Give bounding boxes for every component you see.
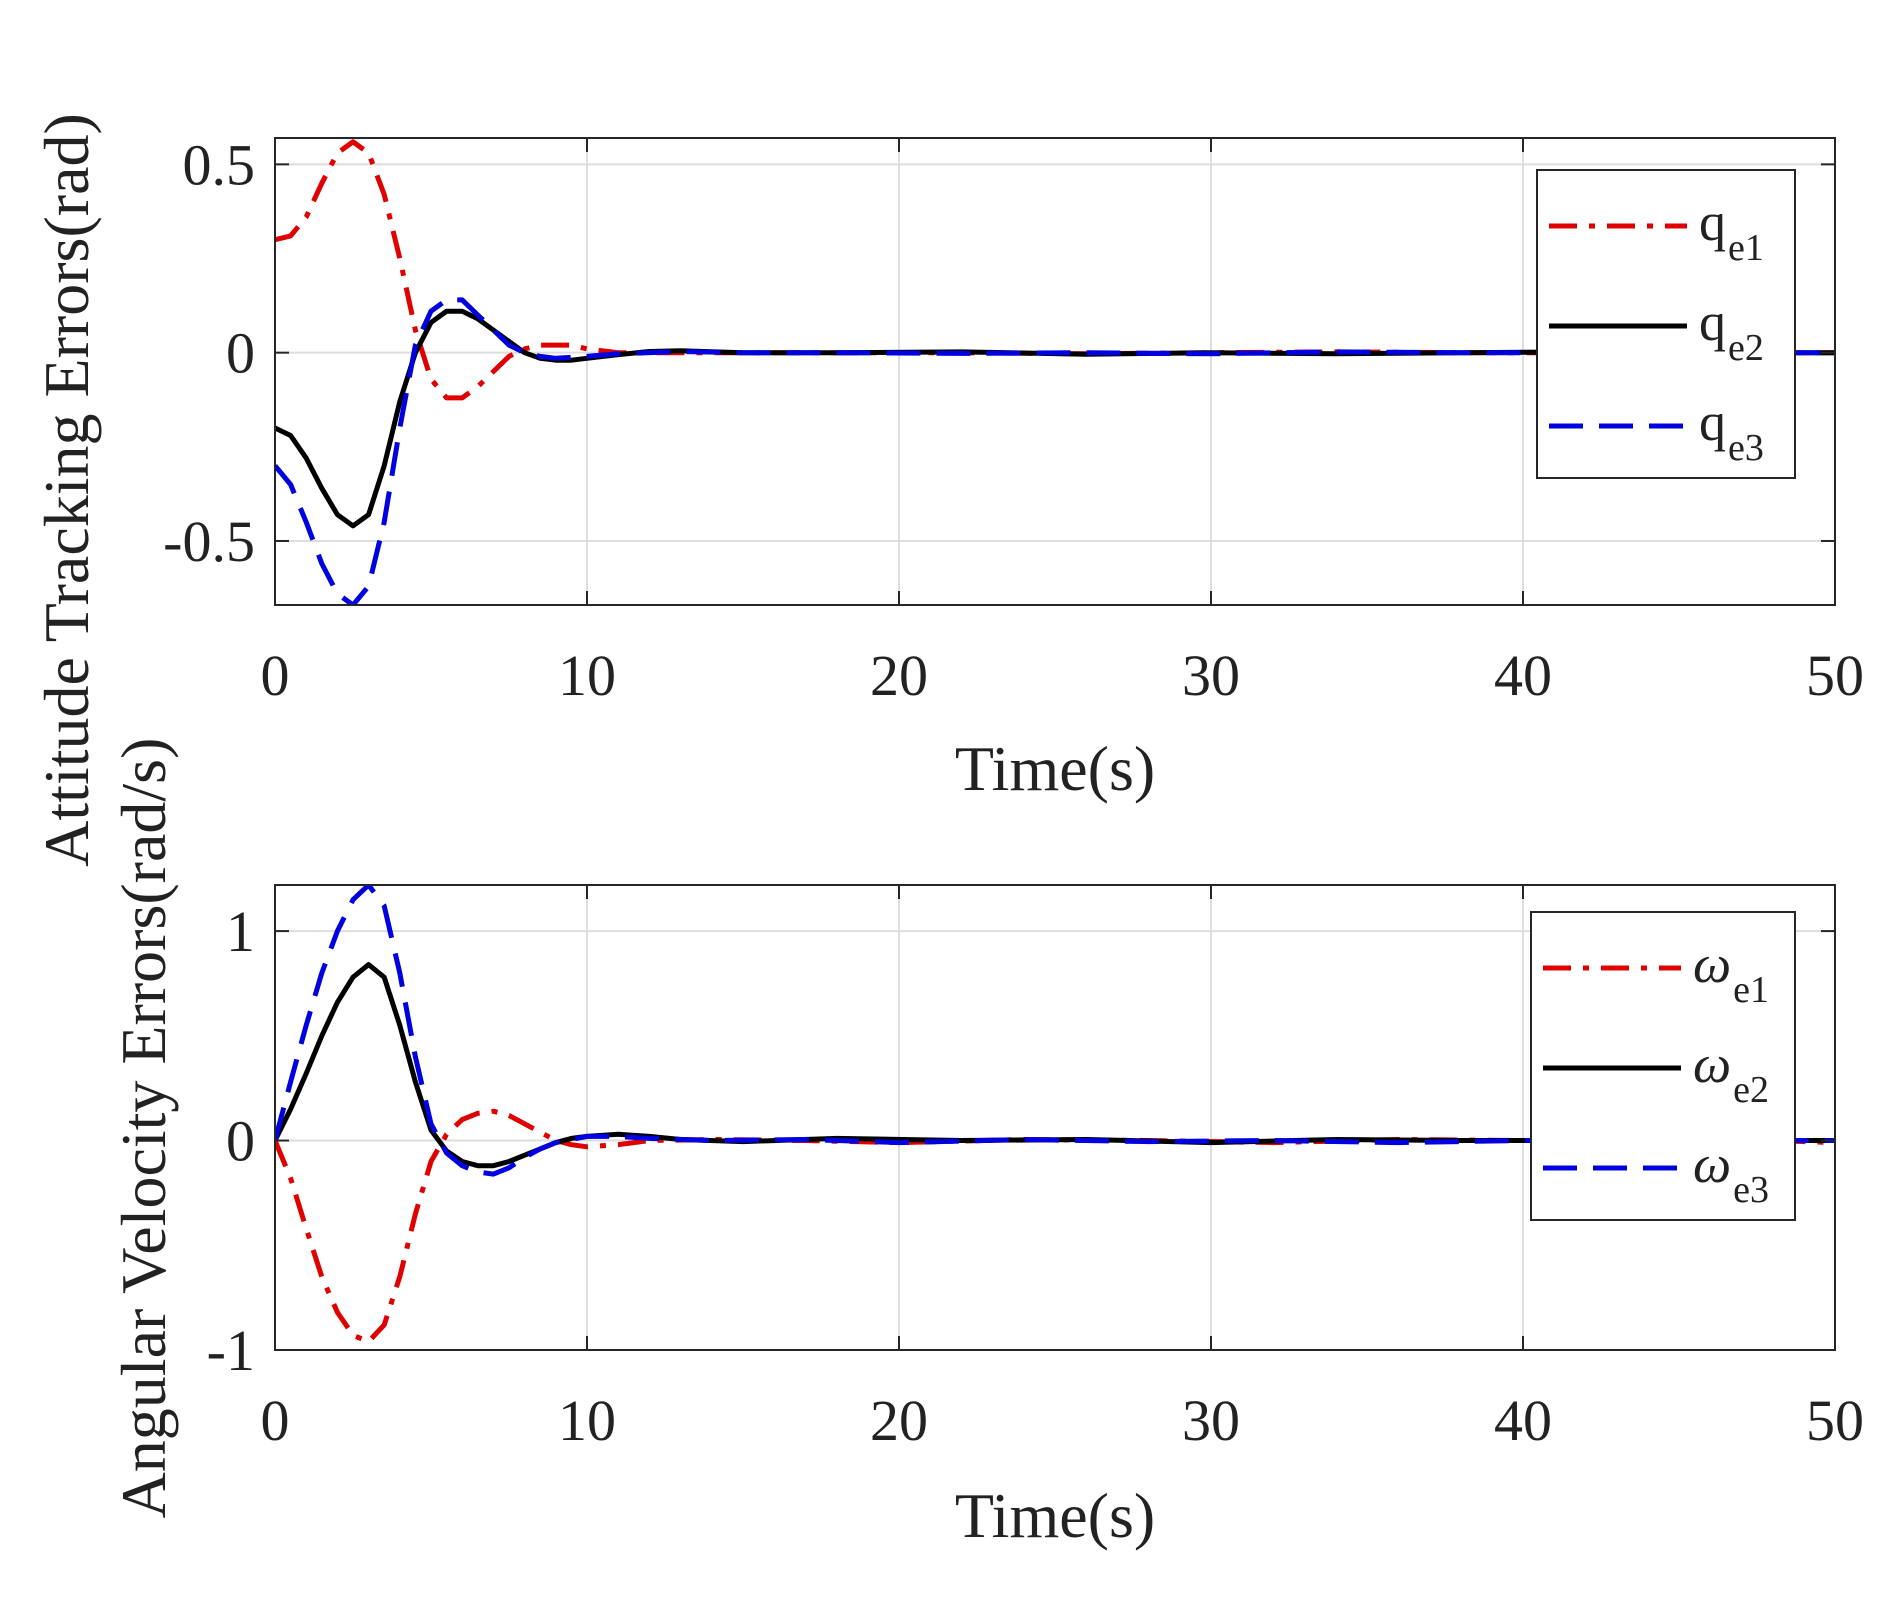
x-tick-label: 20 — [870, 643, 928, 708]
y-tick-label: 1 — [226, 899, 255, 964]
x-tick-label: 30 — [1182, 643, 1240, 708]
legend-label-e2: qe2 — [1699, 292, 1764, 369]
series-line-e3 — [275, 885, 1835, 1177]
x-tick-label: 10 — [558, 1388, 616, 1453]
legend-subscript: e2 — [1728, 327, 1764, 369]
legend-subscript: e1 — [1728, 227, 1764, 269]
x-tick-label: 10 — [558, 643, 616, 708]
legend-symbol: q — [1699, 392, 1726, 452]
x-axis-title: Time(s) — [955, 733, 1155, 804]
legend-subscript: e1 — [1733, 969, 1769, 1011]
y-tick-label: 0.5 — [183, 132, 256, 197]
legend-label-e1: qe1 — [1699, 192, 1764, 269]
axes-box — [274, 137, 1836, 606]
x-tick-label: 0 — [261, 1388, 290, 1453]
x-axis-title: Time(s) — [955, 1480, 1155, 1551]
series-line-e1 — [275, 139, 1835, 401]
legend-symbol: q — [1699, 192, 1726, 252]
legend-label-e3: ωe3 — [1693, 1134, 1769, 1211]
x-tick-label: 50 — [1806, 1388, 1864, 1453]
legend-subscript: e2 — [1733, 1069, 1769, 1111]
y-tick-label: 0 — [226, 321, 255, 386]
legend-symbol: ω — [1693, 934, 1731, 994]
legend-symbol: ω — [1693, 1034, 1731, 1094]
y-axis-title-1: Attitude Tracking Errors(rad) — [31, 113, 102, 867]
legend-symbol: q — [1699, 292, 1726, 352]
y-tick-label: -1 — [207, 1318, 255, 1383]
legend-symbol: ω — [1693, 1134, 1731, 1194]
x-tick-label: 40 — [1494, 1388, 1552, 1453]
x-tick-label: 20 — [870, 1388, 928, 1453]
series-line-e3 — [275, 297, 1835, 605]
x-tick-label: 50 — [1806, 643, 1864, 708]
legend-label-e3: qe3 — [1699, 392, 1764, 469]
y-tick-label: 0 — [226, 1109, 255, 1174]
y-tick-label: -0.5 — [163, 509, 255, 574]
y-axis-title-2: Angular Velocity Errors(rad/s) — [108, 738, 179, 1519]
legend-subscript: e3 — [1733, 1169, 1769, 1211]
legend-subscript: e3 — [1728, 427, 1764, 469]
legend-label-e1: ωe1 — [1693, 934, 1769, 1011]
legend-label-e2: ωe2 — [1693, 1034, 1769, 1111]
x-tick-label: 40 — [1494, 643, 1552, 708]
axes-box — [274, 884, 1836, 1351]
x-tick-label: 30 — [1182, 1388, 1240, 1453]
x-tick-label: 0 — [261, 643, 290, 708]
